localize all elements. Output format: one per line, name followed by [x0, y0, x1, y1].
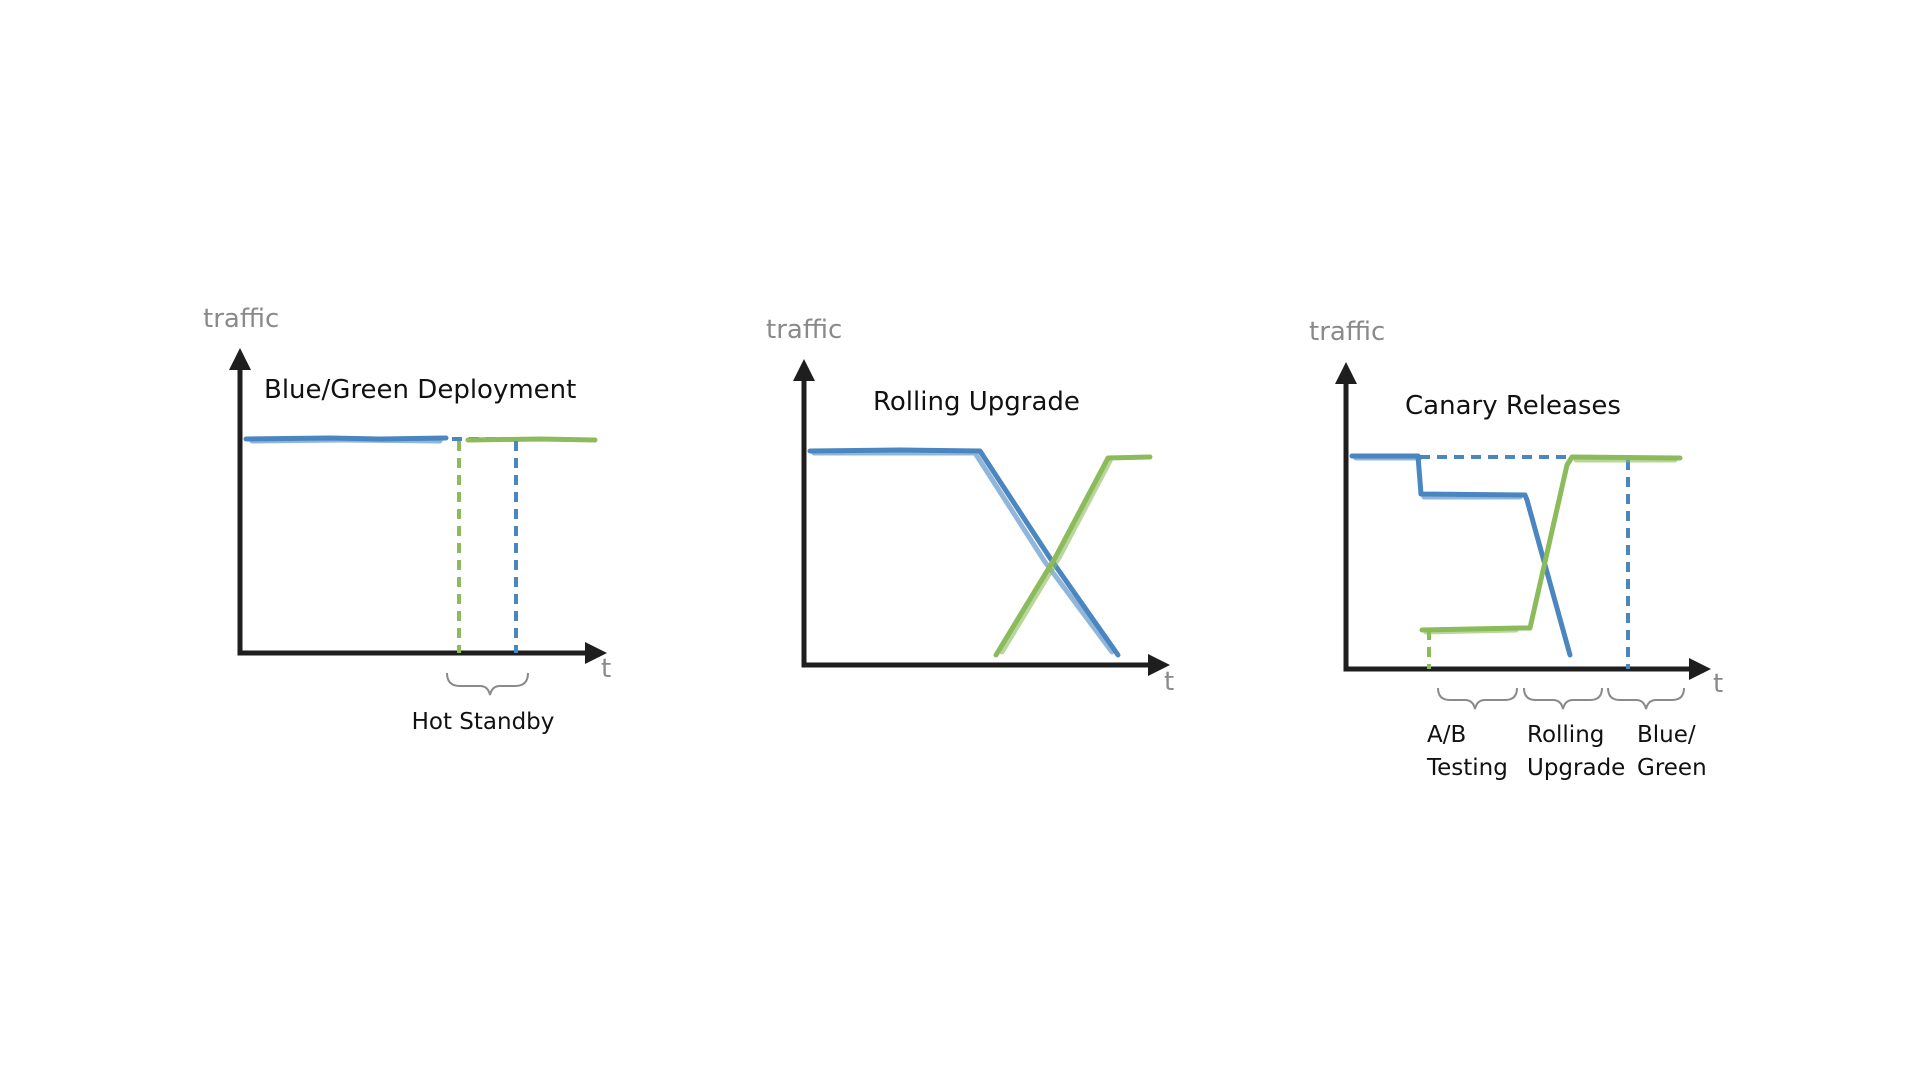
y-axis-label: traffic [766, 315, 842, 345]
green-traffic-line [465, 436, 598, 443]
hot-standby-label: Hot Standby [412, 709, 555, 735]
panel-rolling-upgrade: traffic Rolling Upgrade t [766, 315, 1174, 697]
panel-canary-releases: traffic Canary Releases t A/B Testing Ro… [1309, 317, 1723, 781]
x-axis-label: t [1713, 669, 1723, 699]
x-axis-arrow [1148, 654, 1170, 676]
panel-blue-green: traffic Blue/Green Deployment t Hot Stan… [203, 304, 611, 735]
rolling-upgrade-brace [1523, 687, 1603, 710]
y-axis-arrow [793, 359, 815, 381]
y-axis-label: traffic [203, 304, 279, 334]
blue-traffic-stroke-texture [811, 450, 1115, 655]
blue-traffic-stroke-texture [249, 437, 443, 444]
y-axis-arrow [229, 348, 251, 370]
blue-green-label-line1: Blue/ [1637, 722, 1696, 748]
blue-traffic-line [807, 447, 1121, 658]
green-traffic-stroke-texture [1423, 457, 1678, 635]
green-traffic-line [993, 454, 1153, 658]
blue-green-brace [1607, 687, 1685, 710]
rolling-upgrade-label-line1: Rolling [1527, 722, 1604, 748]
y-axis-arrow [1335, 362, 1357, 384]
blue-traffic-stroke-texture [1353, 455, 1523, 500]
hot-standby-brace [446, 672, 529, 696]
axis-lines [1343, 383, 1690, 672]
ab-testing-label-line1: A/B [1427, 722, 1466, 748]
ab-testing-label-line2: Testing [1426, 755, 1508, 781]
blue-green-label-line2: Green [1637, 755, 1707, 781]
panel-title: Canary Releases [1405, 391, 1621, 421]
green-traffic-stroke-texture [999, 458, 1113, 655]
panel-title: Rolling Upgrade [873, 387, 1080, 417]
y-axis-label: traffic [1309, 317, 1385, 347]
x-axis-arrow [1689, 658, 1711, 680]
blue-traffic-line [1349, 453, 1573, 658]
x-axis-label: t [1164, 667, 1174, 697]
x-axis-label: t [601, 654, 611, 684]
x-axis-arrow [585, 642, 607, 664]
panel-title: Blue/Green Deployment [264, 375, 576, 405]
rolling-upgrade-label-line2: Upgrade [1527, 755, 1625, 781]
ab-testing-brace [1437, 687, 1518, 710]
green-traffic-line [1419, 454, 1683, 633]
axis-lines [801, 380, 1150, 668]
axis-lines [237, 368, 590, 656]
